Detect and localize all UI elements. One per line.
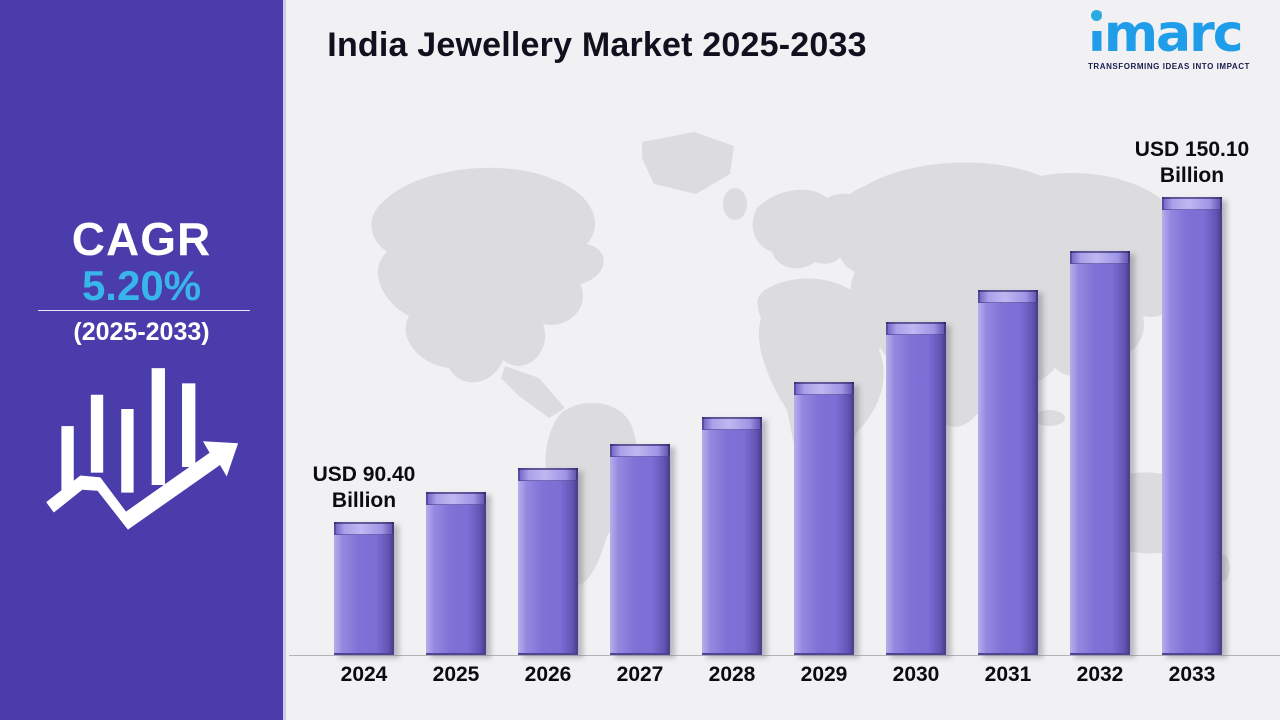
year-label-2025: 2025 xyxy=(432,663,480,686)
year-label-2026: 2026 xyxy=(524,663,572,686)
logo-i-mask xyxy=(1088,21,1102,31)
logo-dot-icon xyxy=(1091,10,1102,21)
cagr-value: 5.20% xyxy=(81,262,202,309)
bar-2031: 2031 xyxy=(978,290,1038,686)
bar-2025: 2025 xyxy=(426,492,486,686)
value-label-2033: USD 150.10 Billion xyxy=(1134,137,1250,187)
bar-2024: 2024 USD 90.40 Billion xyxy=(313,463,416,687)
imarc-tagline: TRANSFORMING IDEAS INTO IMPACT xyxy=(1088,62,1250,71)
bar-2030: 2030 xyxy=(886,322,946,686)
year-label-2027: 2027 xyxy=(616,663,664,686)
year-label-2030: 2030 xyxy=(892,663,940,686)
chart-canvas: India Jewellery Market 2025-2033 imarc T… xyxy=(289,0,1280,720)
bar-2032: 2032 xyxy=(1070,251,1130,686)
imarc-logo: imarc TRANSFORMING IDEAS INTO IMPACT xyxy=(1088,4,1250,71)
imarc-logo-text: imarc xyxy=(1088,4,1244,64)
bar-2028: 2028 xyxy=(702,417,762,686)
value-label-2024: USD 90.40 Billion xyxy=(312,462,416,512)
cagr-label: CAGR xyxy=(71,213,212,265)
bar-chart: 2024 USD 90.40 Billion 2025 2026 2027 2028 2029… xyxy=(289,0,1280,720)
bar-2029: 2029 xyxy=(794,382,854,686)
page-title: India Jewellery Market 2025-2033 xyxy=(327,26,867,64)
x-axis-line xyxy=(289,655,1280,656)
year-label-2029: 2029 xyxy=(800,663,848,686)
year-label-2031: 2031 xyxy=(984,663,1032,686)
cagr-sidebar: CAGR 5.20% (2025-2033) xyxy=(0,0,286,720)
year-label-2028: 2028 xyxy=(708,663,756,686)
growth-chart-icon xyxy=(40,352,250,547)
bar-2026: 2026 xyxy=(518,468,578,686)
year-label-2024: 2024 xyxy=(340,663,388,686)
divider xyxy=(38,310,250,311)
year-label-2032: 2032 xyxy=(1076,663,1124,686)
bar-2027: 2027 xyxy=(610,444,670,686)
cagr-period: (2025-2033) xyxy=(73,318,210,346)
bar-2033: 2033 USD 150.10 Billion xyxy=(1135,138,1249,687)
year-label-2033: 2033 xyxy=(1168,663,1216,686)
